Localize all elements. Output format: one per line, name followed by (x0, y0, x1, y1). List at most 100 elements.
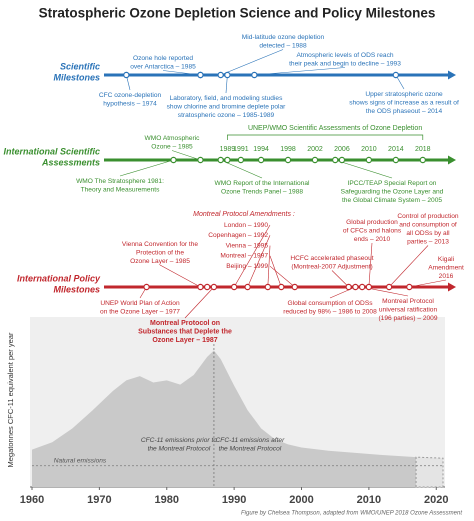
milestone-label: and consumption of (399, 221, 457, 228)
milestone-dot (264, 283, 272, 291)
milestone-dot (197, 156, 204, 164)
milestone-dot (230, 283, 238, 291)
assessment-year: 1994 (253, 146, 269, 153)
timeline-arrow (448, 282, 456, 292)
milestone-dot (406, 283, 413, 291)
x-tick-label: 1990 (222, 494, 246, 506)
milestone-dot (143, 283, 150, 291)
leader-line (368, 242, 373, 288)
leader-line (171, 150, 201, 161)
timeline-arrow (448, 70, 456, 80)
amendment-label: Vienna – 1995 (226, 242, 269, 249)
milestone-label: (Montreal-2007 Adjustment) (291, 263, 372, 270)
milestone-label: UNEP World Plan of Action (100, 300, 180, 307)
milestone-dot (224, 156, 231, 164)
milestone-label: universal ratification (379, 306, 438, 313)
milestone-label: on the Ozone Layer – 1977 (100, 308, 180, 315)
leader-line (162, 70, 201, 76)
milestone-dot (291, 283, 298, 291)
milestone-dot (352, 283, 359, 291)
milestone-label: Control of production (397, 213, 459, 220)
milestone-dot (419, 156, 426, 164)
milestone-dot (385, 283, 393, 291)
milestone-dot (170, 156, 177, 164)
amendments-title: Montreal Protocol Amendments : (193, 211, 295, 218)
milestone-label: WMO Atmospheric (145, 135, 201, 142)
assessments-header: UNEP/WMO Scientific Assessments of Ozone… (248, 125, 422, 132)
milestone-label: Amendment (428, 264, 464, 271)
emissions-area (32, 350, 417, 487)
timeline-arrow (448, 155, 456, 165)
leader-line (233, 224, 271, 288)
milestone-label: stratospheric ozone – 1985-1989 (178, 112, 275, 119)
milestone-dot (365, 283, 373, 291)
milestone-dot (284, 156, 292, 164)
header-bracket (227, 134, 424, 140)
milestone-label: Ozone hole reported (133, 55, 193, 62)
leader-line (335, 159, 393, 179)
milestone-label: their peak and begin to decline – 1993 (289, 60, 401, 67)
milestone-label: Kigali (438, 256, 455, 263)
milestone-label: all ODSs by all (406, 230, 450, 237)
leader-line (409, 279, 447, 288)
assessment-year: 1989 (220, 146, 236, 153)
milestone-label: Safeguarding the Ozone Layer and (341, 188, 444, 195)
amendment-label: Beijing – 1999 (226, 263, 268, 270)
milestone-label: hypothesis – 1974 (103, 100, 157, 107)
milestone-label: Theory and Measurements (81, 186, 160, 193)
milestone-label: HCFC accelerated phaseout (290, 255, 373, 262)
milestone-label: the Global Climate System – 2005 (342, 197, 442, 204)
leader-line (331, 270, 349, 288)
milestone-label: (196 parties) – 2009 (378, 315, 437, 322)
milestone-label: CFC ozone-depletion (99, 92, 162, 99)
milestone-label: Vienna Convention for the (122, 241, 198, 248)
timeline-name: International Policy (17, 273, 101, 283)
milestone-label: Ozone Layer – 1985 (130, 258, 190, 265)
milestone-label: Ozone Trends Panel – 1988 (221, 188, 303, 195)
milestone-dot (123, 71, 130, 79)
y-axis-label: Megatonnes CFC-11 equivalent per year (6, 332, 15, 467)
timeline-name: Assessments (41, 157, 100, 167)
milestone-dot (358, 283, 366, 291)
assessment-year: 2014 (388, 146, 404, 153)
milestone-dot (392, 71, 400, 79)
milestone-label: WMO Report of the International (215, 180, 310, 187)
leader-line (159, 264, 201, 288)
leader-line (267, 245, 271, 288)
leader-line (184, 286, 215, 319)
page-title: Stratospheric Ozone Depletion Science an… (39, 6, 436, 21)
chart-annotation: the Montreal Protocol (219, 445, 282, 452)
assessment-year: 1998 (280, 146, 296, 153)
leader-line (269, 265, 295, 288)
timeline-name: Milestones (53, 72, 100, 82)
milestone-label: the ODS phaseout – 2014 (366, 108, 443, 115)
leader-line (388, 245, 429, 288)
milestone-dot (311, 156, 319, 164)
milestone-label: ends – 2010 (354, 236, 391, 243)
milestone-dot (251, 71, 258, 79)
natural-emissions-label: Natural emissions (54, 457, 107, 464)
leader-line (220, 49, 284, 76)
timeline-name: Milestones (53, 284, 100, 294)
milestone-dot (392, 156, 400, 164)
milestone-dot (331, 156, 339, 164)
milestone-dot (197, 71, 204, 79)
credit: Figure by Chelsea Thompson, adapted from… (241, 511, 462, 517)
x-tick-label: 1970 (87, 494, 111, 506)
x-tick-label: 2010 (357, 494, 381, 506)
milestone-dot (237, 156, 245, 164)
milestone-label: WMO The Stratosphere 1981: (76, 178, 164, 185)
x-tick-label: 1960 (20, 494, 44, 506)
amendment-label: London – 1990 (224, 222, 268, 229)
milestone-label: Upper stratospheric ozone (365, 91, 443, 98)
assessment-year: 2006 (334, 146, 350, 153)
x-tick-label: 2000 (289, 494, 313, 506)
milestone-label: parties – 2013 (407, 238, 449, 245)
leader-line (329, 286, 356, 299)
amendment-label: Montreal – 1997 (220, 253, 268, 260)
assessment-year: 2010 (361, 146, 377, 153)
milestone-dot (210, 283, 218, 291)
milestone-label: Montreal Protocol on (150, 320, 220, 327)
leader-line (254, 67, 346, 76)
